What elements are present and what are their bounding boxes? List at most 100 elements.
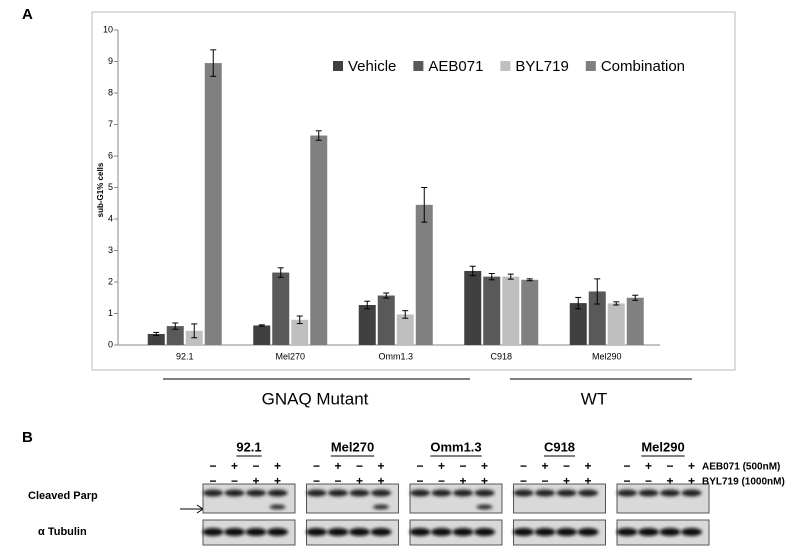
bar (291, 319, 309, 345)
treatment-label: AEB071 (500nM) (702, 462, 780, 473)
x-tick-label: C918 (490, 351, 512, 361)
error-bar (277, 267, 284, 278)
protein-band (534, 528, 556, 536)
legend-swatch (500, 61, 511, 71)
protein-band (409, 528, 431, 536)
protein-band (431, 528, 452, 536)
treatment-sign: − (313, 459, 320, 473)
treatment-sign: + (438, 459, 445, 473)
protein-band (638, 528, 659, 536)
protein-band (681, 528, 702, 536)
protein-band (578, 489, 598, 497)
bar (253, 325, 271, 345)
treatment-sign: + (334, 459, 341, 473)
protein-band (306, 489, 327, 497)
x-tick-label: Mel290 (592, 351, 622, 361)
treatment-sign: − (623, 459, 630, 473)
panel-label: B (22, 429, 33, 446)
protein-band (681, 489, 702, 497)
group-label: GNAQ Mutant (262, 389, 369, 408)
treatment-sign: − (334, 474, 341, 488)
protein-band (202, 528, 224, 536)
cell-line-label: Mel270 (331, 439, 374, 454)
legend-label: AEB071 (428, 58, 483, 75)
blot-box (616, 483, 710, 514)
treatment-sign: + (584, 459, 591, 473)
bar (415, 204, 433, 345)
error-bar (364, 300, 371, 310)
error-bar (153, 331, 160, 337)
treatment-sign: − (231, 474, 238, 488)
error-bar (383, 292, 390, 299)
y-tick-label: 7 (108, 119, 113, 129)
protein-band (267, 489, 288, 497)
treatment-sign: − (563, 459, 570, 473)
treatment-sign: + (481, 474, 488, 488)
treatment-sign: + (481, 459, 488, 473)
bar (272, 272, 290, 345)
treatment-sign: − (416, 459, 423, 473)
protein-band (370, 528, 392, 536)
cleaved-band (476, 504, 493, 510)
y-tick-label: 5 (108, 182, 113, 192)
treatment-sign: − (438, 474, 445, 488)
bar (569, 303, 587, 345)
protein-band (660, 489, 680, 497)
treatment-sign: + (584, 474, 591, 488)
row-label: Cleaved Parp (28, 490, 98, 502)
cell-line-label: Omm1.3 (430, 439, 481, 454)
x-tick-label: Omm1.3 (378, 351, 413, 361)
protein-band (245, 528, 267, 536)
protein-band (203, 489, 223, 497)
error-bar (594, 278, 601, 305)
treatment-sign: − (666, 459, 673, 473)
treatment-sign: + (252, 474, 259, 488)
cleaved-band (373, 504, 389, 510)
bar (464, 270, 482, 345)
legend-label: Combination (601, 58, 685, 75)
error-bar (402, 310, 409, 319)
error-bar (469, 265, 476, 277)
error-bar (613, 301, 620, 306)
treatment-sign: − (416, 474, 423, 488)
y-tick-label: 0 (108, 339, 113, 349)
protein-band (617, 489, 637, 497)
bar (502, 276, 520, 345)
error-bar (575, 296, 582, 310)
treatment-sign: + (356, 474, 363, 488)
chart-frame (91, 11, 736, 371)
protein-band (556, 528, 577, 536)
error-bar (258, 324, 265, 327)
treatment-sign: − (459, 459, 466, 473)
treatment-label: BYL719 (1000nM) (702, 477, 785, 488)
treatment-sign: + (688, 474, 695, 488)
row-label: α Tubulin (38, 526, 87, 538)
bar (310, 135, 328, 345)
bar (147, 333, 165, 345)
treatment-sign: − (520, 459, 527, 473)
cell-line-label: Mel290 (641, 439, 684, 454)
error-bar (296, 315, 303, 325)
protein-band (349, 528, 370, 536)
treatment-sign: − (623, 474, 630, 488)
bar (626, 297, 644, 345)
treatment-sign: + (563, 474, 570, 488)
y-tick-label: 8 (108, 87, 113, 97)
treatment-sign: + (377, 474, 384, 488)
cell-line-label: 92.1 (236, 439, 261, 454)
error-bar (421, 187, 428, 223)
protein-band (371, 489, 391, 497)
treatment-sign: + (274, 474, 281, 488)
legend-swatch (333, 61, 343, 71)
treatment-sign: + (666, 474, 673, 488)
y-tick-label: 9 (108, 56, 113, 66)
error-bar (172, 322, 179, 330)
protein-band (328, 489, 348, 497)
legend-swatch (585, 61, 596, 71)
bar (607, 303, 625, 345)
protein-band (410, 489, 430, 497)
treatment-sign: + (645, 459, 652, 473)
protein-band (535, 489, 555, 497)
cell-line-label: C918 (544, 439, 575, 454)
